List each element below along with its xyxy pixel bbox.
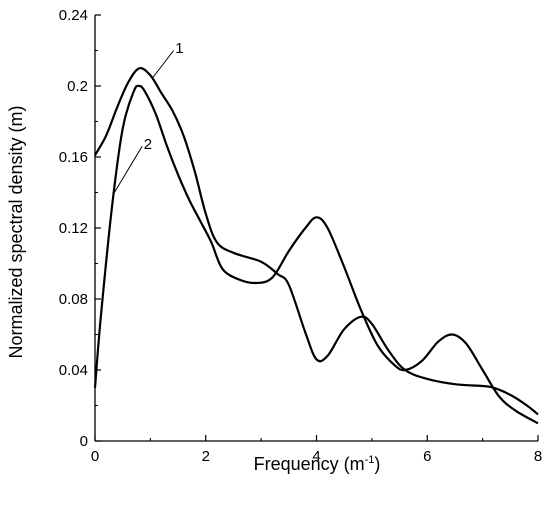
y-tick-label: 0.08 <box>59 291 88 308</box>
y-tick-label: 0 <box>80 433 88 450</box>
series-2-label: 2 <box>144 136 152 153</box>
series-1-leader <box>152 50 175 78</box>
y-tick-label: 0.24 <box>59 7 88 24</box>
y-tick-label: 0.12 <box>59 220 88 237</box>
labels: Normalized spectral density (m) Frequenc… <box>6 105 380 474</box>
x-tick-label: 8 <box>534 448 542 465</box>
y-tick-label: 0.16 <box>59 149 88 166</box>
x-axis-label-main: Frequency (m <box>254 454 365 474</box>
ticks: 0 0.04 0.08 0.12 0.16 0.2 0.24 0 2 4 6 8 <box>59 7 542 465</box>
curves: 12 <box>93 40 539 425</box>
x-tick-label: 4 <box>312 448 320 465</box>
x-axis-label: Frequency (m-1) <box>254 454 381 474</box>
x-axis-label-close: ) <box>374 454 380 474</box>
x-tick-label: 0 <box>91 448 99 465</box>
y-tick-label: 0.2 <box>67 78 88 95</box>
series-1-line <box>94 67 539 416</box>
y-tick-label: 0.04 <box>59 362 88 379</box>
series-1-label: 1 <box>175 40 183 57</box>
x-tick-label: 2 <box>202 448 210 465</box>
x-tick-label: 6 <box>423 448 431 465</box>
series-2-leader <box>113 146 143 193</box>
y-axis-label: Normalized spectral density (m) <box>6 105 26 358</box>
series-2-line <box>93 84 539 425</box>
axes <box>94 15 538 442</box>
x-axis-label-superscript: -1 <box>365 454 375 466</box>
